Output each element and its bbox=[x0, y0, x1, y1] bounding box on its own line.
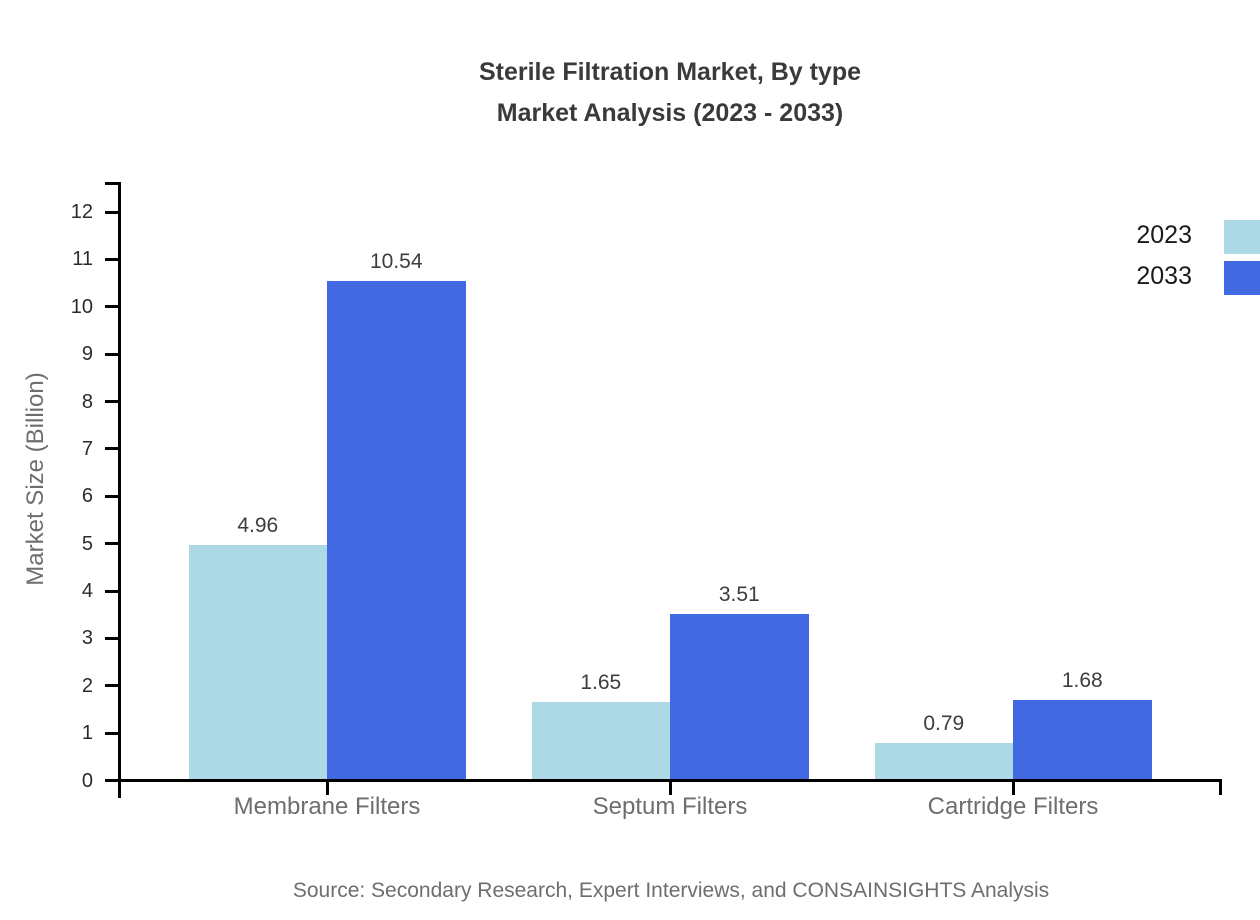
x-tick bbox=[668, 779, 672, 795]
y-tick-label: 3 bbox=[81, 627, 93, 650]
y-axis-line bbox=[118, 182, 121, 798]
y-tick-label: 6 bbox=[81, 485, 93, 508]
y-tick bbox=[105, 731, 118, 735]
bar-2033-septum-filters bbox=[670, 613, 809, 780]
category-label: Septum Filters bbox=[592, 793, 748, 820]
chart-title-line1: Sterile Filtration Market, By type bbox=[478, 58, 862, 86]
bar-2023-membrane-filters bbox=[188, 545, 327, 780]
chart-title-line2: Market Analysis (2023 - 2033) bbox=[496, 99, 844, 127]
value-label: 1.65 bbox=[580, 670, 622, 694]
y-tick bbox=[105, 636, 118, 640]
x-tick bbox=[1011, 779, 1015, 795]
y-tick-label: 1 bbox=[81, 722, 93, 745]
y-tick bbox=[105, 257, 118, 261]
value-label: 10.54 bbox=[369, 249, 423, 273]
category-label: Cartridge Filters bbox=[927, 793, 1099, 820]
y-tick bbox=[105, 400, 118, 403]
y-tick-label: 2 bbox=[81, 674, 93, 697]
value-label: 0.79 bbox=[923, 711, 965, 735]
y-tick bbox=[105, 589, 118, 593]
value-label: 3.51 bbox=[718, 582, 760, 606]
y-tick bbox=[105, 210, 118, 214]
y-tick-label: 12 bbox=[70, 201, 93, 223]
legend-label-2023: 2023 bbox=[1136, 221, 1192, 249]
x-axis-line bbox=[118, 779, 1222, 782]
bar-2023-septum-filters bbox=[531, 701, 670, 780]
y-tick-label: 4 bbox=[81, 580, 93, 602]
y-tick-label: 10 bbox=[70, 295, 93, 318]
y-tick-label: 9 bbox=[81, 343, 93, 366]
bar-2023-cartridge-filters bbox=[874, 742, 1013, 780]
y-tick bbox=[105, 447, 118, 451]
x-tick bbox=[325, 779, 329, 795]
bar-2033-membrane-filters bbox=[327, 280, 466, 780]
value-label: 4.96 bbox=[237, 514, 279, 538]
chart-title: Sterile Filtration Market, By type Market… bbox=[0, 52, 1260, 134]
source-note: Source: Secondary Research, Expert Inter… bbox=[292, 879, 1050, 902]
y-tick bbox=[105, 684, 118, 688]
legend-label-2033: 2033 bbox=[1136, 262, 1192, 290]
value-label: 1.68 bbox=[1061, 669, 1103, 693]
x-axis-end-cap bbox=[1219, 779, 1222, 795]
y-tick-label: 5 bbox=[81, 532, 93, 555]
y-tick bbox=[105, 779, 118, 782]
legend-swatch-2033 bbox=[1224, 261, 1260, 295]
y-tick-label: 8 bbox=[81, 390, 93, 413]
y-tick-label: 0 bbox=[81, 769, 93, 792]
category-label: Membrane Filters bbox=[233, 793, 421, 820]
y-axis-top-cap bbox=[105, 182, 119, 185]
y-tick bbox=[105, 305, 118, 309]
y-tick-label: 11 bbox=[72, 248, 93, 271]
y-tick-label: 7 bbox=[81, 437, 93, 460]
y-tick bbox=[105, 494, 118, 498]
bar-2033-cartridge-filters bbox=[1013, 700, 1152, 780]
y-tick bbox=[105, 352, 118, 356]
legend-swatch-2023 bbox=[1224, 220, 1260, 254]
y-tick bbox=[105, 542, 118, 546]
